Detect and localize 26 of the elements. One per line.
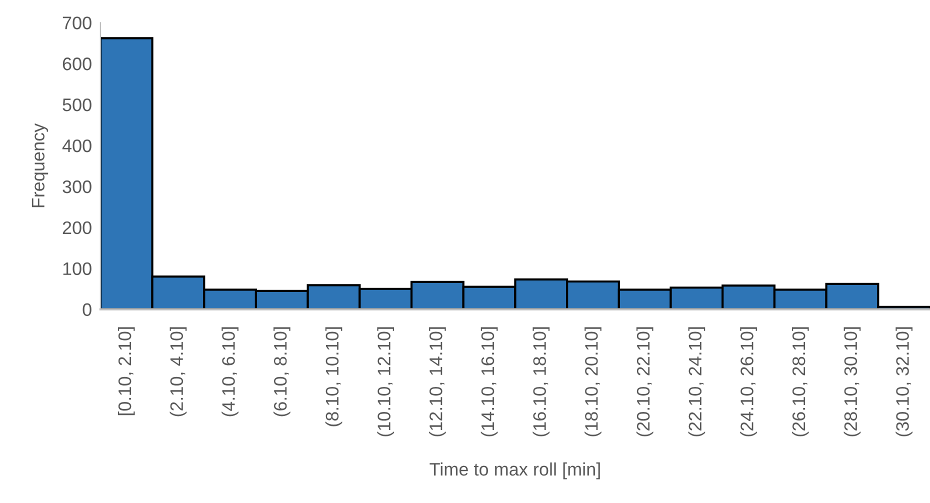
x-tick-label: (22.10, 24.10] (688, 327, 706, 436)
x-tick-label: (12.10, 14.10] (429, 327, 446, 436)
x-tick-label: (18.10, 20.10] (584, 327, 602, 436)
x-tick-label: (14.10, 16.10] (480, 327, 498, 436)
x-tick-label: (30.10, 32.10] (896, 327, 912, 436)
y-axis-title: Frequency (32, 123, 48, 208)
y-tick-label: 500 (62, 98, 92, 112)
x-tick-label: (28.10, 30.10] (844, 327, 861, 436)
x-tick-label: (2.10, 4.10] (170, 327, 187, 416)
y-tick-label: 400 (62, 139, 92, 152)
y-tick-label: 200 (62, 221, 92, 234)
x-tick-label: (24.10, 26.10] (740, 327, 757, 436)
x-tick-label: (6.10, 8.10] (273, 327, 290, 416)
x-tick-label: (8.10, 10.10] (325, 327, 342, 426)
y-tick-label: 300 (62, 180, 92, 194)
x-tick-label: (20.10, 22.10] (636, 327, 654, 436)
x-axis-title: Time to max roll [min] (430, 462, 600, 480)
x-tick-label: (10.10, 12.10] (377, 327, 394, 436)
x-tick-label: [0.10, 2.10] (118, 327, 135, 416)
x-tick-label: (16.10, 18.10] (532, 327, 550, 436)
y-tick-label: 600 (62, 58, 92, 70)
x-tick-label: (4.10, 6.10] (222, 327, 238, 416)
x-tick-label: (26.10, 28.10] (792, 327, 809, 436)
y-tick-label: 700 (62, 16, 92, 30)
y-tick-label: 100 (63, 262, 92, 276)
y-tick-label: 0 (82, 303, 92, 316)
